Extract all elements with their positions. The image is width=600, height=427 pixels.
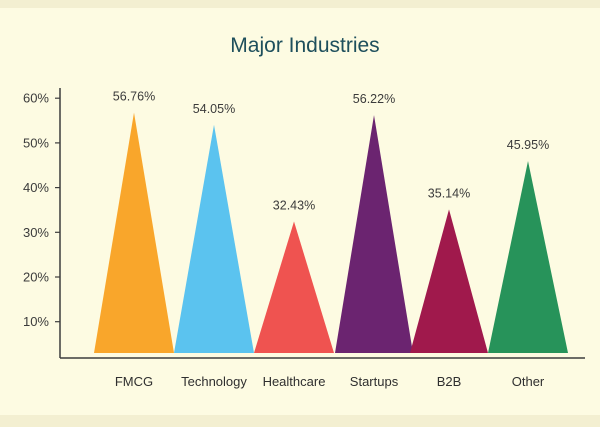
x-category-label: Healthcare bbox=[263, 374, 326, 389]
x-category-label: Other bbox=[512, 374, 545, 389]
y-tick-label: 40% bbox=[23, 180, 49, 195]
y-tick-label: 10% bbox=[23, 314, 49, 329]
y-tick-label: 30% bbox=[23, 225, 49, 240]
data-label: 54.05% bbox=[193, 102, 235, 116]
bar-b2b bbox=[410, 209, 488, 353]
bar-healthcare bbox=[254, 221, 334, 353]
y-tick-label: 60% bbox=[23, 91, 49, 106]
chart-title: Major Industries bbox=[230, 34, 379, 57]
data-label: 56.76% bbox=[113, 90, 155, 104]
plot-area: 10% 20% 30% 40% 50% 60% 56.76% FMCG 54.05% Techno… bbox=[23, 88, 585, 389]
data-label: 35.14% bbox=[428, 186, 470, 200]
x-category-label: Technology bbox=[181, 374, 247, 389]
bar-technology bbox=[174, 124, 254, 353]
bar-fmcg bbox=[94, 112, 174, 353]
data-label: 32.43% bbox=[273, 198, 315, 212]
data-label: 45.95% bbox=[507, 138, 549, 152]
data-label: 56.22% bbox=[353, 92, 395, 106]
x-category-label: FMCG bbox=[115, 374, 153, 389]
y-tick-label: 50% bbox=[23, 135, 49, 150]
bar-other bbox=[488, 161, 568, 353]
bar-startups bbox=[335, 115, 413, 353]
y-tick-label: 20% bbox=[23, 270, 49, 285]
x-category-label: Startups bbox=[350, 374, 399, 389]
x-category-label: B2B bbox=[437, 374, 462, 389]
